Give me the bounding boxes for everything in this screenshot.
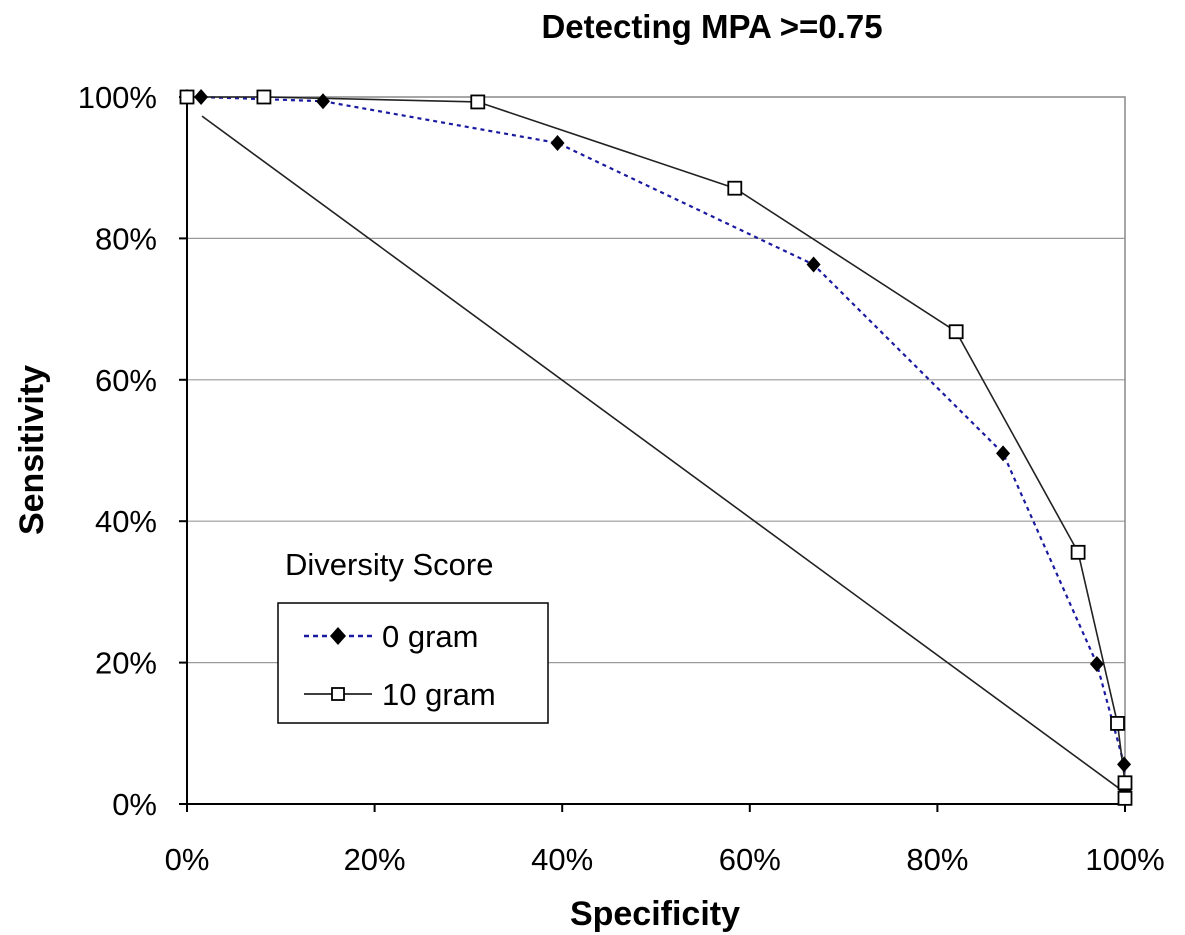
y-axis-title: Sensitivity [13,365,51,535]
x-axis-title: Specificity [570,895,740,933]
data-point-10-gram [1117,775,1133,791]
data-point-10-gram [948,324,964,340]
data-point-10-gram [179,89,195,105]
x-tick-label: 100% [1085,842,1164,877]
data-point-0-gram [996,445,1011,462]
y-tick-label: 100% [78,80,157,115]
x-tick-label: 20% [344,842,406,877]
data-point-0-gram [316,93,331,110]
data-point-0-gram [1117,756,1132,773]
legend-diamond-marker [330,627,346,645]
data-point-10-gram [256,89,272,105]
y-tick-label: 0% [112,787,157,822]
data-point-0-gram [194,89,209,105]
data-point-0-gram [550,134,565,151]
y-tick-label: 40% [95,504,157,539]
data-point-10-gram [1070,544,1086,560]
legend-title: Diversity Score [285,547,493,582]
x-tick-label: 40% [531,842,593,877]
data-point-10-gram [1110,716,1125,731]
legend-label-0-gram: 0 gram [382,619,478,654]
x-tick-labels: 0% 20% 40% 60% 80% 100% [165,842,1165,877]
y-tick-label: 60% [95,363,157,398]
legend-box [277,602,549,724]
data-point-10-gram [727,180,743,196]
x-tick-label: 80% [906,842,968,877]
y-tick-labels: 0% 20% 40% 60% 80% 100% [78,80,157,822]
legend-label-10-gram: 10 gram [382,677,496,712]
legend: Diversity Score 0 gram 10 gram [277,547,549,724]
y-tick-label: 80% [95,221,157,256]
y-tick-label: 20% [95,646,157,681]
series-markers [179,89,1133,806]
data-point-0-gram [806,256,821,273]
data-point-10-gram [1117,790,1133,806]
gridlines [187,237,1125,664]
data-point-10-gram [470,94,486,110]
series-line-diagonal [201,115,1126,794]
legend-square-marker [331,687,345,701]
chart-title: Detecting MPA >=0.75 [541,8,882,45]
x-tick-label: 0% [165,842,210,877]
x-tick-label: 60% [719,842,781,877]
data-point-0-gram [1089,656,1104,673]
